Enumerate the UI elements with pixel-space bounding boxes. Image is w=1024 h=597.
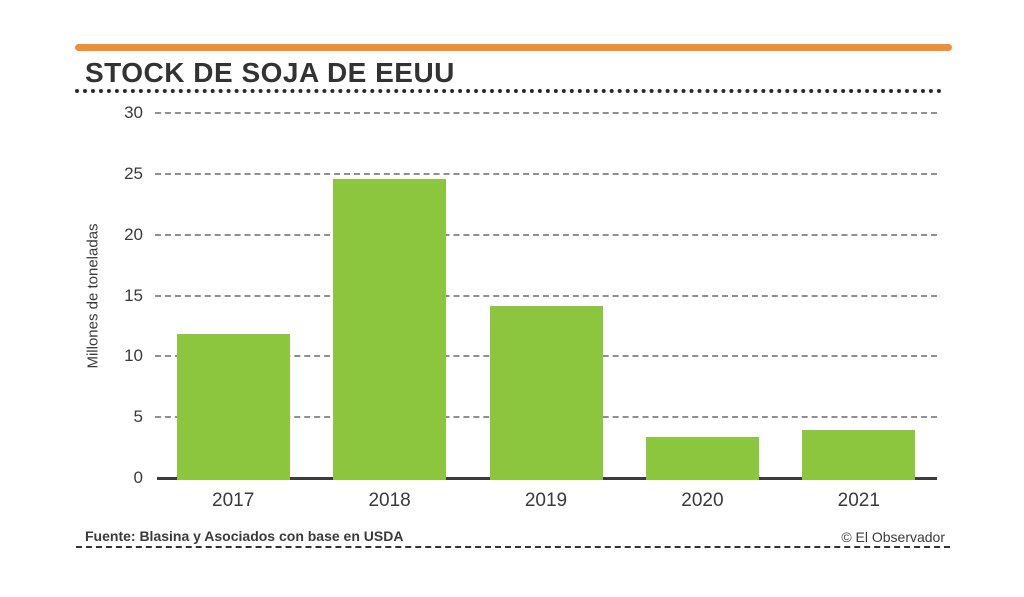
bar-2021 <box>802 430 916 480</box>
x-tick-label-2021: 2021 <box>837 490 880 511</box>
y-tick-label-20: 20 <box>124 224 143 244</box>
bar-2018 <box>333 179 447 480</box>
chart-title: STOCK DE SOJA DE EEUU <box>85 57 455 88</box>
y-tick-label-15: 15 <box>124 285 143 305</box>
gridline-30 <box>155 112 937 114</box>
gridline-15 <box>155 294 937 297</box>
bar-chart-plot-area: Millones de toneladas 0 5 10 15 20 25 30 2017 20… <box>85 103 937 511</box>
source-note: Fuente: Blasina y Asociados con base en … <box>85 528 404 544</box>
title-dotted-separator <box>75 89 942 93</box>
gridline-20 <box>155 233 937 236</box>
y-tick-label-25: 25 <box>124 163 143 183</box>
copyright-note: © El Observador <box>841 529 945 545</box>
x-tick-label-2017: 2017 <box>212 490 255 511</box>
x-tick-label-2019: 2019 <box>524 490 568 511</box>
y-tick-label-30: 30 <box>124 103 143 122</box>
y-tick-label-0: 0 <box>133 468 143 487</box>
bar-2019 <box>489 306 603 480</box>
x-tick-label-2018: 2018 <box>368 490 411 511</box>
bar-2017 <box>176 334 290 480</box>
accent-bar <box>75 44 952 51</box>
footer-dashed-separator <box>76 546 950 548</box>
y-tick-label-5: 5 <box>133 407 143 427</box>
y-tick-label-10: 10 <box>124 346 143 366</box>
x-tick-label-2020: 2020 <box>681 490 724 511</box>
bar-2020 <box>645 437 759 480</box>
gridline-25 <box>155 172 937 175</box>
